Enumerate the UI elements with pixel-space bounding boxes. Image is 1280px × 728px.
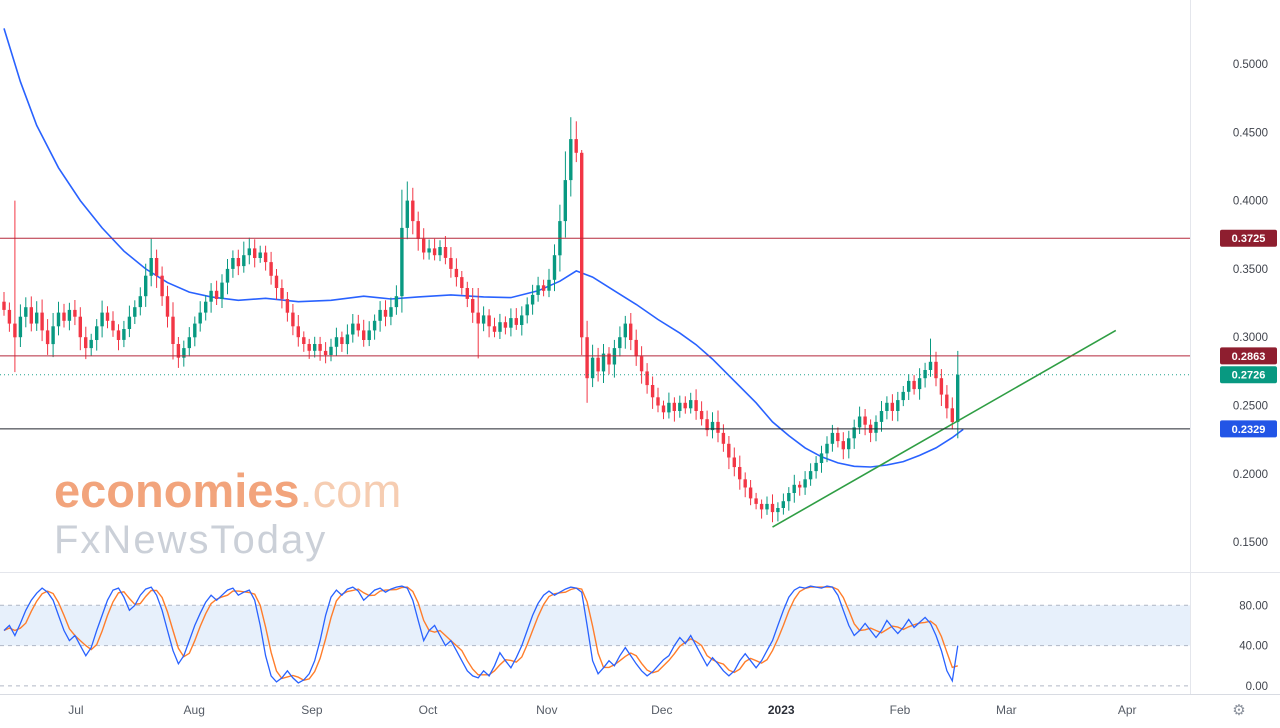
price-tag-label: 0.2329 (1232, 424, 1266, 436)
price-levels (0, 237, 1190, 430)
price-axis-label: 0.4000 (1233, 196, 1268, 208)
stoch-axis-label: 0.00 (1246, 681, 1268, 693)
time-axis-label: Feb (890, 703, 911, 717)
price-axis-label: 0.5000 (1233, 59, 1268, 71)
time-axis-label: Aug (184, 703, 205, 717)
price-tag (1220, 420, 1277, 438)
price-axis-label: 0.4500 (1233, 127, 1268, 139)
price-axis-label: 0.3000 (1233, 332, 1268, 344)
stoch-axis-label: 40.00 (1239, 641, 1268, 653)
time-axis-label: Nov (536, 703, 557, 717)
candles-group (2, 117, 960, 523)
time-axis[interactable]: Jul Aug Sep Oct Nov Dec 2023 Feb Mar Apr (68, 703, 1136, 717)
time-axis-label: Sep (301, 703, 323, 717)
stoch-axis-label: 80.00 (1239, 600, 1268, 612)
price-axis-label: 0.2500 (1233, 401, 1268, 413)
stoch-pane[interactable] (0, 585, 1190, 687)
price-tag-label: 0.2726 (1232, 370, 1266, 382)
time-axis-label: Apr (1118, 703, 1137, 717)
price-tag (1220, 366, 1277, 384)
price-axis[interactable]: 0.5000 0.4500 0.4000 0.3500 0.3000 0.2500 0.20… (1220, 59, 1277, 693)
price-pane[interactable] (0, 28, 1190, 528)
price-axis-label: 0.3500 (1233, 264, 1268, 276)
price-tag-label: 0.3725 (1232, 233, 1266, 245)
price-tag-label: 0.2863 (1232, 351, 1266, 363)
time-axis-label: Dec (651, 703, 672, 717)
price-axis-label: 0.1500 (1233, 537, 1268, 549)
time-axis-label: 2023 (768, 703, 795, 717)
time-axis-label: Jul (68, 703, 83, 717)
moving-average-line (3, 28, 964, 468)
time-axis-label: Mar (996, 703, 1017, 717)
time-axis-label: Oct (419, 703, 438, 717)
settings-gear-icon[interactable]: ⚙ (1232, 702, 1246, 719)
price-tag (1220, 347, 1277, 365)
price-tag (1220, 229, 1277, 247)
stoch-k-line (3, 585, 959, 684)
price-axis-label: 0.2000 (1233, 469, 1268, 481)
